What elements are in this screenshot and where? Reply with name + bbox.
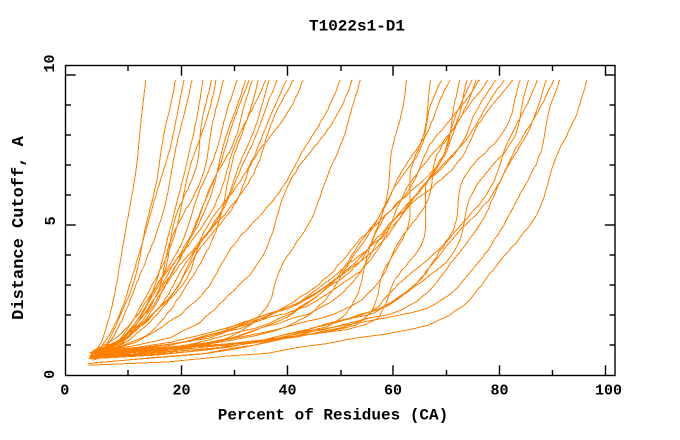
svg-text:Distance Cutoff, A: Distance Cutoff, A [10,135,29,319]
svg-text:60: 60 [384,383,402,400]
svg-text:100: 100 [595,383,622,400]
svg-text:5: 5 [43,216,60,225]
svg-text:20: 20 [172,383,190,400]
svg-text:0: 0 [42,370,59,379]
svg-text:0: 0 [60,383,69,400]
svg-text:80: 80 [490,383,508,400]
svg-text:40: 40 [278,383,296,400]
svg-text:10: 10 [42,54,59,72]
svg-text:Percent of Residues (CA): Percent of Residues (CA) [218,407,448,425]
svg-text:T1022s1-D1: T1022s1-D1 [309,18,405,36]
